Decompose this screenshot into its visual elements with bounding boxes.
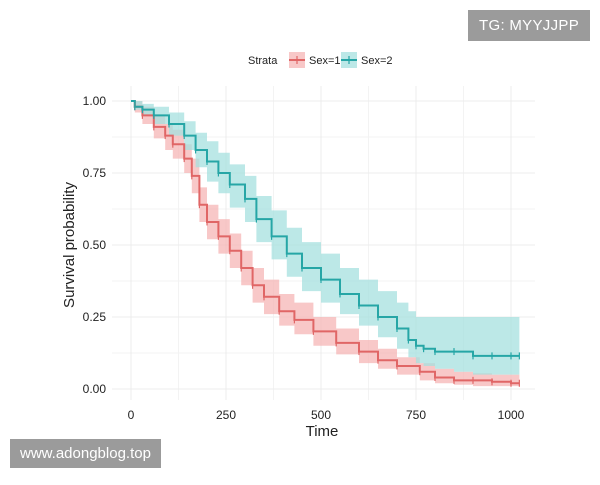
watermark-bottom-left: www.adongblog.top: [10, 439, 161, 468]
y-tick-label: 0.00: [83, 382, 107, 396]
x-axis-title: Time: [306, 423, 339, 440]
legend: Strata Sex=1 Sex=2: [248, 52, 393, 68]
y-tick-label: 1.00: [83, 94, 107, 108]
x-tick-label: 0: [128, 408, 135, 422]
ci-band-sex2: [131, 101, 520, 375]
legend-label-sex2: Sex=2: [361, 55, 393, 67]
confidence-bands: [131, 101, 520, 387]
y-tick-label: 0.50: [83, 238, 107, 252]
legend-title: Strata: [248, 55, 278, 67]
x-tick-label: 500: [311, 408, 331, 422]
y-tick-label: 0.25: [83, 310, 107, 324]
y-axis-title: Survival probability: [61, 182, 78, 308]
censor-marks: [134, 103, 520, 387]
axes: 0 250 500 750 1000 0.00 0.25 0.50 0.75 1.00 Time Su…: [61, 94, 525, 440]
x-tick-label: 250: [216, 408, 236, 422]
watermark-top-right: TG: MYYJJPP: [468, 10, 590, 41]
x-tick-label: 750: [406, 408, 426, 422]
x-tick-label: 1000: [498, 408, 525, 422]
legend-label-sex1: Sex=1: [309, 55, 341, 67]
y-tick-label: 0.75: [83, 166, 107, 180]
survival-curve-sex1: [131, 100, 520, 385]
